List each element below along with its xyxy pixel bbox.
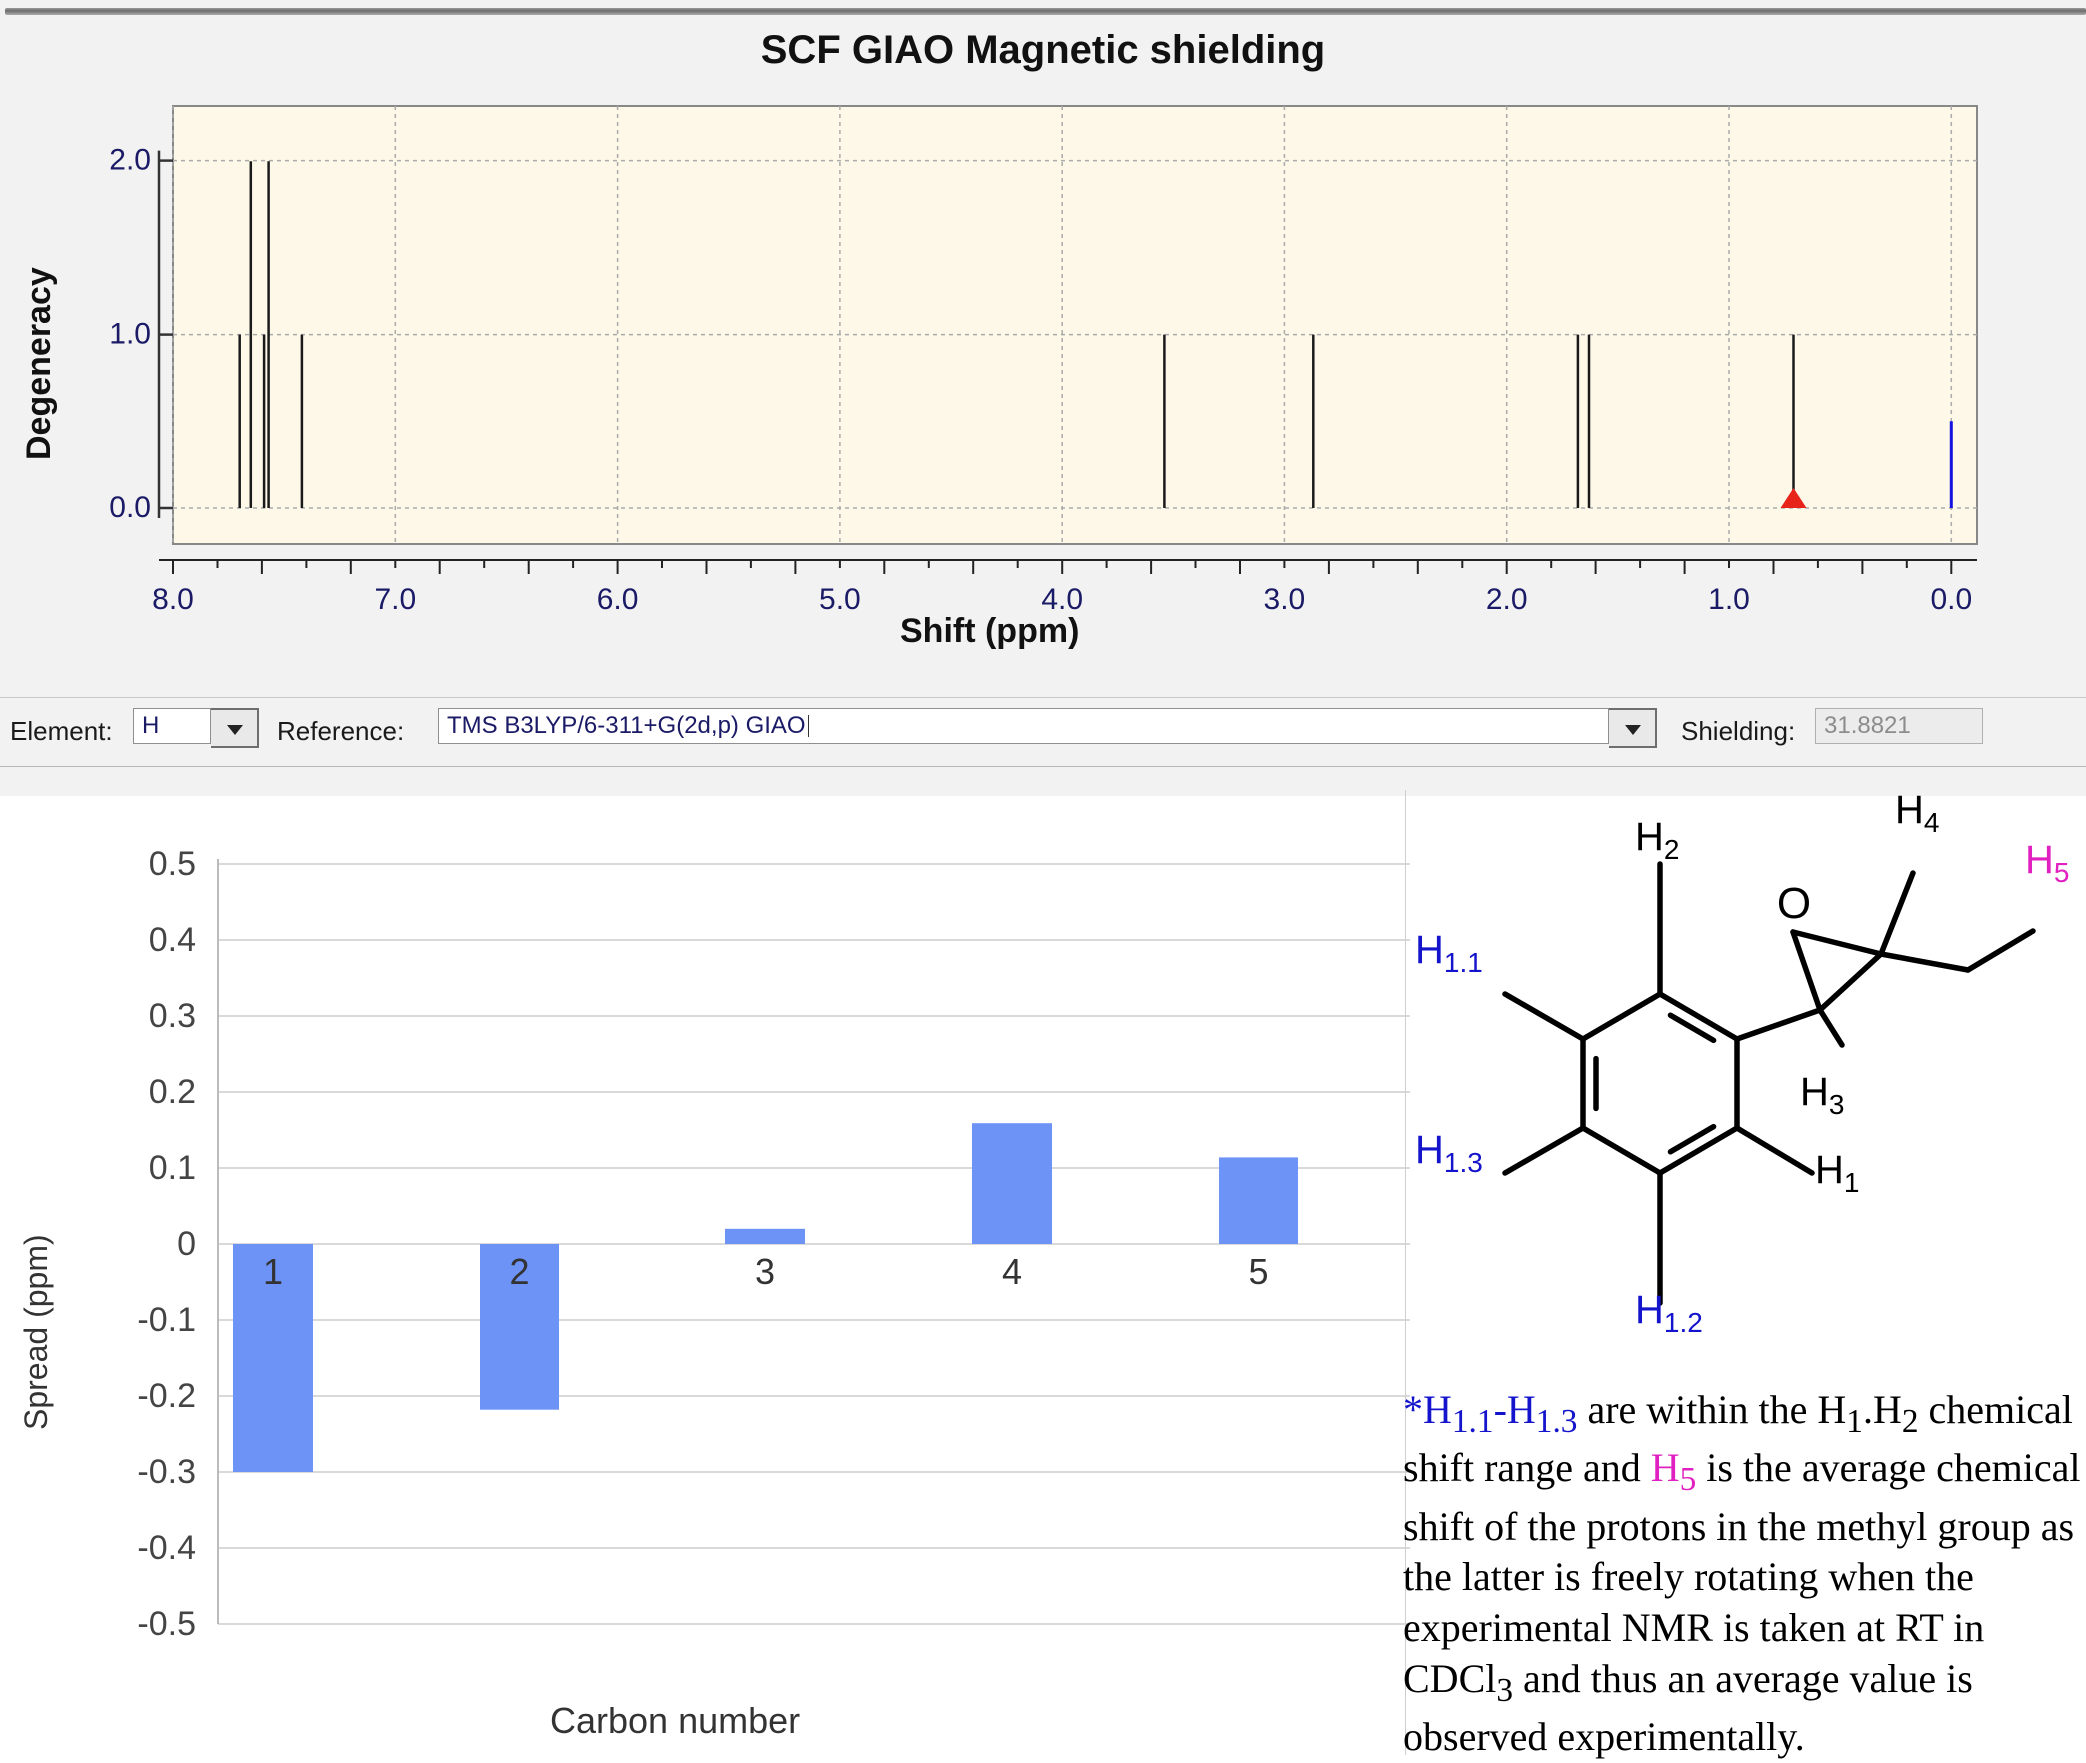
svg-text:-0.2: -0.2 (137, 1377, 196, 1415)
svg-text:1: 1 (263, 1251, 283, 1292)
svg-text:-0.4: -0.4 (137, 1529, 196, 1567)
svg-text:4: 4 (1002, 1251, 1022, 1292)
svg-text:2.0: 2.0 (1486, 583, 1528, 616)
svg-text:3: 3 (755, 1251, 775, 1292)
svg-text:1.0: 1.0 (1708, 583, 1750, 616)
svg-text:0: 0 (177, 1225, 196, 1263)
svg-text:0.4: 0.4 (149, 921, 196, 959)
svg-text:7.0: 7.0 (374, 583, 416, 616)
svg-text:-0.5: -0.5 (137, 1605, 196, 1643)
svg-text:O: O (1777, 879, 1811, 928)
svg-text:3.0: 3.0 (1264, 583, 1306, 616)
svg-text:5.0: 5.0 (819, 583, 861, 616)
svg-text:-0.1: -0.1 (137, 1301, 196, 1339)
svg-text:0.5: 0.5 (149, 845, 196, 883)
svg-text:-0.3: -0.3 (137, 1453, 196, 1491)
svg-text:8.0: 8.0 (152, 583, 194, 616)
svg-text:0.1: 0.1 (149, 1149, 196, 1187)
svg-text:5: 5 (1248, 1251, 1268, 1292)
svg-text:1.0: 1.0 (109, 318, 151, 351)
svg-text:0.3: 0.3 (149, 997, 196, 1035)
svg-text:2: 2 (509, 1251, 529, 1292)
svg-text:0.0: 0.0 (1930, 583, 1972, 616)
svg-text:0.0: 0.0 (109, 491, 151, 524)
svg-text:6.0: 6.0 (597, 583, 639, 616)
svg-text:2.0: 2.0 (109, 144, 151, 177)
svg-text:0.2: 0.2 (149, 1073, 196, 1111)
